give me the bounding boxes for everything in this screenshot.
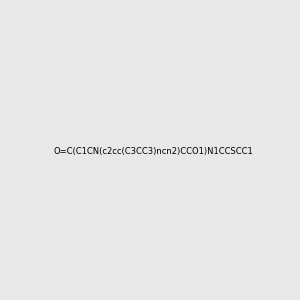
Text: O=C(C1CN(c2cc(C3CC3)ncn2)CCO1)N1CCSCC1: O=C(C1CN(c2cc(C3CC3)ncn2)CCO1)N1CCSCC1 bbox=[54, 147, 254, 156]
